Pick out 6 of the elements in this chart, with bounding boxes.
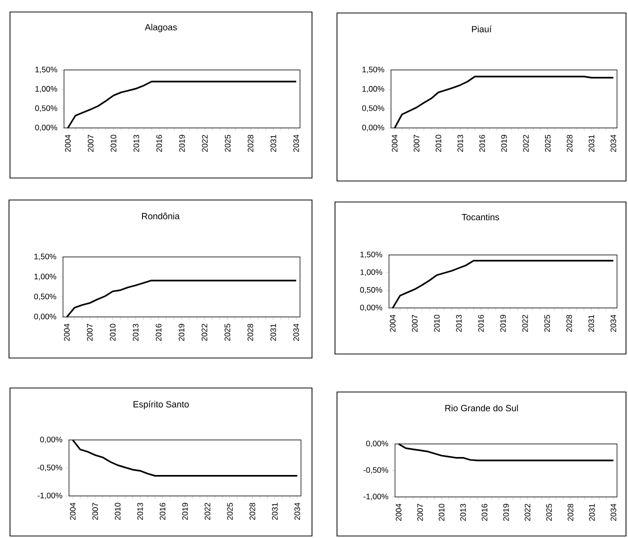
chart-title: Espírito Santo — [134, 400, 189, 410]
chart-title: Piauí — [472, 26, 492, 32]
chart-title: Tocantins — [462, 214, 500, 220]
chart-title: Rio Grande do Sul — [445, 404, 518, 412]
chart-title: Rondônia — [142, 212, 180, 220]
chart-title: Alagoas — [144, 24, 177, 32]
